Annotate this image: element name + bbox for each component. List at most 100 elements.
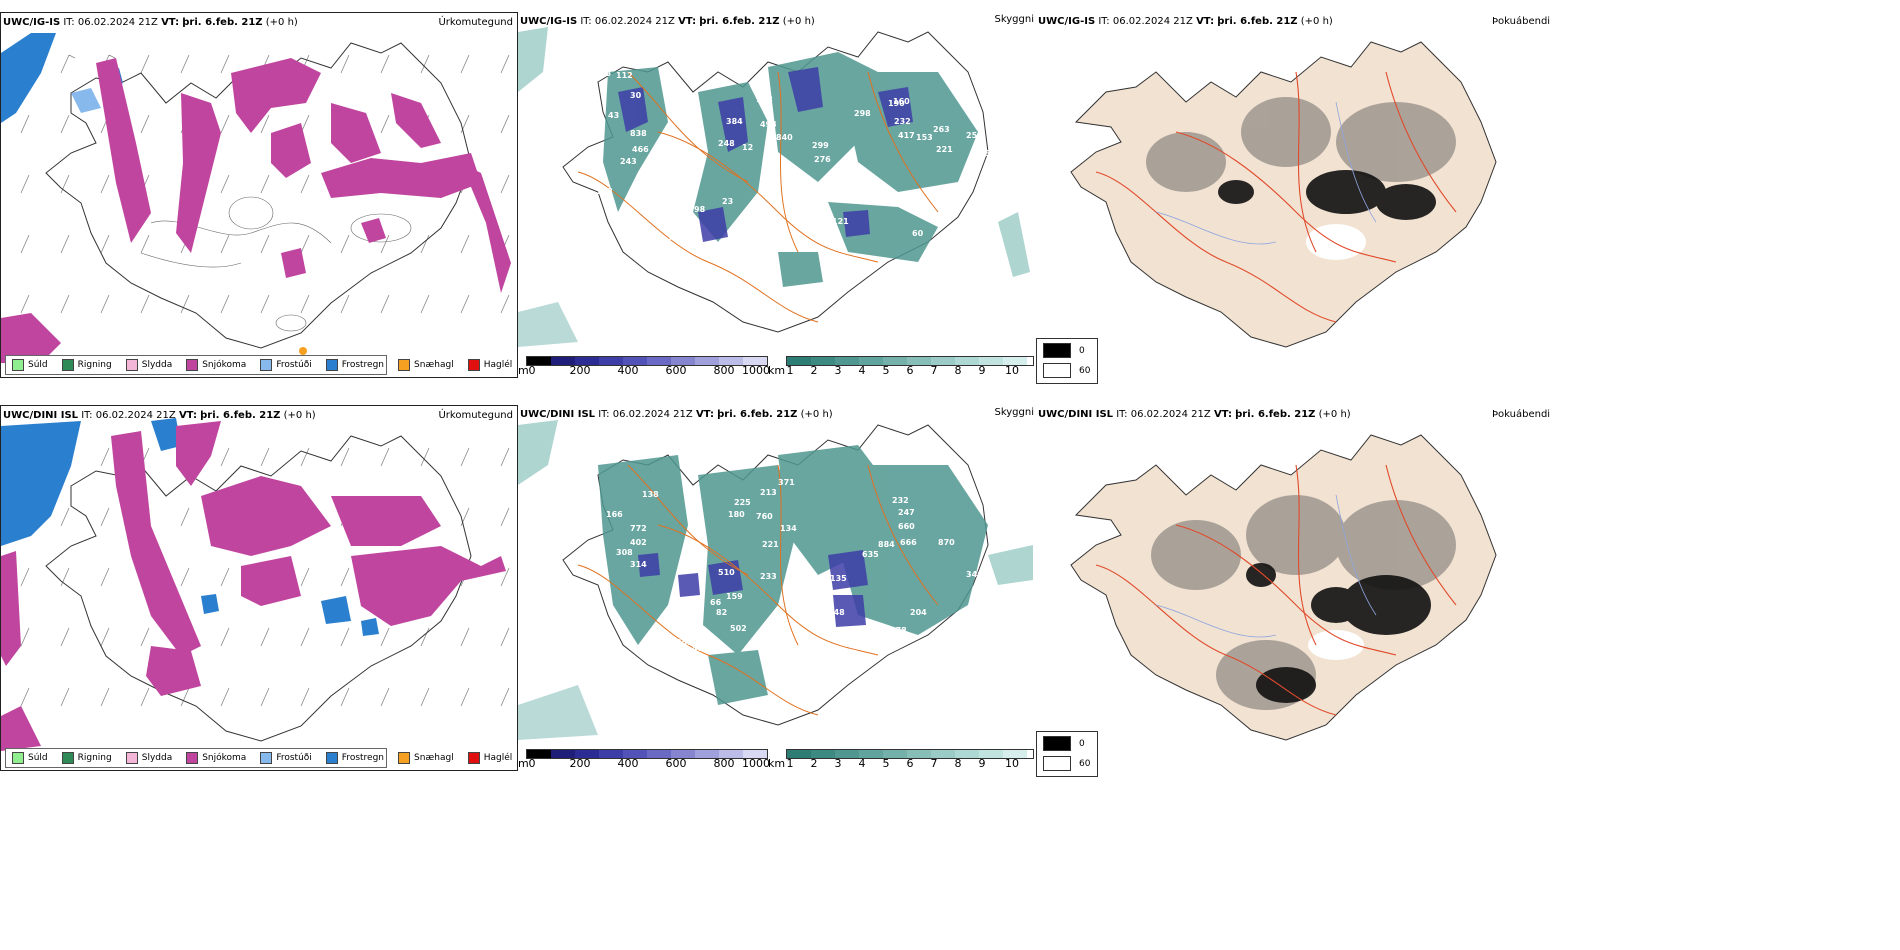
visibility-labels: 138 166 772 402 308 314 225 180 760 213 … <box>606 478 983 713</box>
legend-swatch <box>186 359 199 371</box>
svg-text:346: 346 <box>966 570 983 579</box>
legend-swatch <box>467 752 480 764</box>
svg-text:299: 299 <box>812 141 829 150</box>
svg-text:760: 760 <box>756 512 773 521</box>
fog-legend-dark: 0 <box>1043 736 1085 751</box>
tick-label: 6 <box>906 757 914 770</box>
tick-label: 1 <box>786 364 794 377</box>
svg-text:204: 204 <box>910 608 927 617</box>
tick-label: 1000 <box>742 757 770 770</box>
legend-item: Frostregn <box>325 359 384 371</box>
iceland-outline <box>45 435 472 742</box>
legend-swatch <box>125 359 138 371</box>
legend-swatch <box>12 359 24 371</box>
tick-label: 800 <box>713 364 735 377</box>
fog-legend: 0 60 <box>1036 731 1098 777</box>
svg-text:660: 660 <box>898 522 915 531</box>
svg-text:772: 772 <box>630 524 647 533</box>
panel-title: Úrkomutegund <box>438 17 513 28</box>
panel-title: Skyggni <box>994 407 1034 418</box>
svg-text:82: 82 <box>716 608 727 617</box>
legend-item: Slydda <box>125 359 172 371</box>
panel-header: UWC/IG-IS IT: 06.02.2024 21Z VT: þri. 6.… <box>1038 16 1333 27</box>
svg-text:30: 30 <box>630 91 642 100</box>
legend-swatch <box>186 752 199 764</box>
svg-text:417: 417 <box>898 131 915 140</box>
svg-text:98: 98 <box>694 205 706 214</box>
svg-text:510: 510 <box>718 568 735 577</box>
svg-text:180: 180 <box>728 510 745 519</box>
legend-swatch <box>398 359 411 371</box>
legend-swatch <box>260 752 273 764</box>
svg-text:402: 402 <box>630 538 647 547</box>
svg-text:12: 12 <box>742 143 753 152</box>
svg-text:502: 502 <box>730 624 747 633</box>
precip-type-panel-row2: UWC/DINI ISL IT: 06.02.2024 21Z VT: þri.… <box>0 405 518 771</box>
tick-label: 6 <box>906 364 914 377</box>
fog-legend: 0 60 <box>1036 338 1098 384</box>
precip-legend: Súld Rigning Slydda Snjókoma Frostúði Fr… <box>5 748 512 768</box>
vis-m-ticks: 0 200 400 600 800 1000 <box>526 364 771 378</box>
vis-km-unit: km <box>768 364 786 377</box>
tick-label: 3 <box>834 364 842 377</box>
tick-label: 8 <box>954 364 962 377</box>
svg-text:42: 42 <box>788 191 799 200</box>
svg-text:190: 190 <box>888 99 905 108</box>
legend-swatch <box>12 752 24 764</box>
svg-text:371: 371 <box>778 478 795 487</box>
vis-m-colorbar <box>526 749 768 759</box>
vis-km-ticks: 1 2 3 4 5 6 7 8 9 10 <box>786 757 1032 771</box>
svg-text:84: 84 <box>690 614 702 623</box>
snow-areas <box>1 58 481 363</box>
svg-text:221: 221 <box>936 145 953 154</box>
iceland-outline <box>45 42 472 349</box>
svg-text:128: 128 <box>596 187 613 196</box>
tick-label: 1 <box>786 757 794 770</box>
svg-text:166: 166 <box>606 510 623 519</box>
tick-label: 400 <box>617 757 639 770</box>
precip-map-row1 <box>1 33 511 363</box>
svg-text:159: 159 <box>726 592 743 601</box>
visibility-map-row1: 73 112 30 43 838 466 243 128 41 72 98 23… <box>518 27 1030 347</box>
legend-item: Snæhagl <box>398 752 454 764</box>
tick-label: 0 <box>528 757 536 770</box>
legend-swatch <box>61 359 74 371</box>
tick-label: 3 <box>834 757 842 770</box>
svg-text:840: 840 <box>776 133 793 142</box>
tick-label: 800 <box>713 757 735 770</box>
vis-m-unit: m <box>518 364 529 377</box>
svg-text:248: 248 <box>718 139 735 148</box>
visibility-panel-row1: 73 112 30 43 838 466 243 128 41 72 98 23… <box>518 12 1036 378</box>
svg-text:60: 60 <box>912 229 924 238</box>
iceland-fog-land <box>1070 41 1497 348</box>
panel-title: Úrkomutegund <box>438 410 513 421</box>
svg-text:233: 233 <box>760 572 777 581</box>
legend-swatch <box>325 752 338 764</box>
svg-text:43: 43 <box>608 111 619 120</box>
tick-label: 600 <box>665 757 687 770</box>
legend-swatch <box>125 752 138 764</box>
panel-title: Skyggni <box>994 14 1034 25</box>
svg-text:276: 276 <box>814 155 831 164</box>
svg-text:66: 66 <box>710 598 722 607</box>
svg-text:232: 232 <box>894 117 911 126</box>
vis-km-ticks: 1 2 3 4 5 6 7 8 9 10 <box>786 364 1032 378</box>
visibility-map-row2: 138 166 772 402 308 314 225 180 760 213 … <box>518 420 1033 740</box>
svg-text:134: 134 <box>780 524 797 533</box>
legend-swatch <box>260 359 273 371</box>
precip-legend: Súld Rigning Slydda Snjókoma Frostúði Fr… <box>5 355 512 375</box>
legend-item: Rigning <box>61 359 112 371</box>
vis-m-colorbar <box>526 356 768 366</box>
svg-text:314: 314 <box>630 560 647 569</box>
fog-legend-dark: 0 <box>1043 343 1085 358</box>
snow-areas <box>1 421 506 751</box>
legend-item: Rigning <box>61 752 112 764</box>
tick-label: 0 <box>528 364 536 377</box>
visibility-labels: 73 112 30 43 838 466 243 128 41 72 98 23… <box>596 69 991 242</box>
legend-item: Snjókoma <box>186 359 246 371</box>
svg-text:666: 666 <box>900 538 917 547</box>
tick-label: 7 <box>930 364 938 377</box>
fog-legend-light: 60 <box>1043 756 1090 771</box>
legend-swatch <box>467 359 480 371</box>
legend-swatch <box>398 752 411 764</box>
